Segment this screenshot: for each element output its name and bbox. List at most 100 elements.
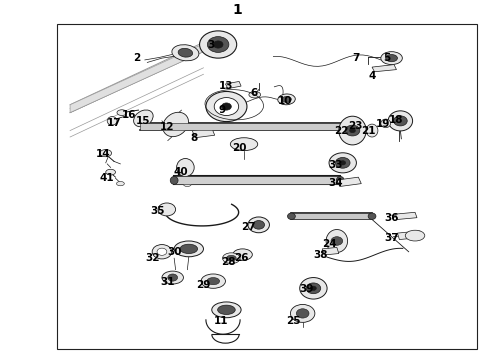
Ellipse shape	[180, 244, 197, 253]
Circle shape	[158, 203, 175, 216]
Circle shape	[253, 221, 265, 229]
Text: 12: 12	[160, 122, 174, 132]
Ellipse shape	[163, 112, 189, 137]
Ellipse shape	[183, 182, 191, 186]
Ellipse shape	[381, 52, 402, 64]
Circle shape	[296, 309, 309, 318]
Ellipse shape	[106, 169, 116, 175]
Text: 13: 13	[219, 81, 234, 91]
Ellipse shape	[117, 181, 124, 186]
Circle shape	[331, 237, 343, 245]
Circle shape	[213, 41, 223, 48]
Polygon shape	[192, 128, 215, 138]
Ellipse shape	[134, 110, 153, 127]
Ellipse shape	[405, 230, 425, 241]
Text: 8: 8	[190, 133, 197, 143]
Ellipse shape	[326, 230, 347, 252]
Text: 32: 32	[145, 253, 159, 263]
Ellipse shape	[170, 176, 178, 184]
Text: 30: 30	[167, 247, 181, 257]
Polygon shape	[337, 177, 361, 186]
Circle shape	[306, 283, 321, 294]
Ellipse shape	[207, 278, 220, 285]
Text: 38: 38	[314, 249, 328, 260]
Circle shape	[152, 244, 171, 259]
Text: 7: 7	[353, 53, 360, 63]
Bar	[57, 24, 477, 348]
Text: 24: 24	[322, 239, 336, 249]
Ellipse shape	[226, 255, 236, 261]
Ellipse shape	[100, 149, 112, 157]
Text: 9: 9	[219, 105, 225, 115]
Text: 37: 37	[384, 233, 399, 243]
Text: 26: 26	[234, 253, 248, 263]
Text: 2: 2	[133, 53, 140, 63]
Ellipse shape	[288, 213, 295, 220]
Text: 1: 1	[233, 3, 243, 17]
Ellipse shape	[278, 94, 295, 105]
Ellipse shape	[233, 249, 252, 260]
Circle shape	[199, 31, 237, 58]
Text: 23: 23	[348, 121, 362, 131]
Circle shape	[335, 157, 350, 168]
Ellipse shape	[218, 305, 235, 315]
Polygon shape	[372, 64, 396, 72]
Circle shape	[206, 91, 247, 122]
Text: 14: 14	[96, 149, 111, 159]
Text: 31: 31	[161, 277, 175, 287]
Circle shape	[168, 274, 177, 281]
Ellipse shape	[178, 48, 193, 57]
Text: 22: 22	[335, 126, 349, 136]
Text: 36: 36	[384, 213, 399, 223]
Text: 41: 41	[100, 173, 115, 183]
Ellipse shape	[339, 116, 366, 145]
Polygon shape	[70, 44, 203, 113]
Text: 39: 39	[299, 284, 313, 294]
Circle shape	[291, 305, 315, 322]
Ellipse shape	[386, 55, 397, 62]
Text: 19: 19	[376, 120, 390, 130]
Polygon shape	[397, 231, 422, 239]
Circle shape	[207, 37, 229, 53]
Ellipse shape	[249, 91, 261, 98]
Polygon shape	[395, 212, 417, 220]
Text: 34: 34	[328, 178, 343, 188]
Ellipse shape	[117, 110, 127, 116]
Text: 16: 16	[122, 110, 136, 120]
Circle shape	[393, 116, 407, 126]
Text: 35: 35	[151, 206, 165, 216]
Text: 11: 11	[213, 316, 228, 325]
Ellipse shape	[300, 278, 327, 299]
Ellipse shape	[162, 271, 183, 284]
Circle shape	[345, 125, 360, 136]
Circle shape	[349, 129, 355, 133]
Text: 5: 5	[383, 53, 391, 63]
Ellipse shape	[107, 117, 117, 125]
Text: 18: 18	[389, 115, 404, 125]
Ellipse shape	[368, 213, 376, 220]
Circle shape	[311, 286, 317, 291]
Polygon shape	[174, 176, 340, 184]
Text: 25: 25	[286, 316, 300, 325]
Text: 28: 28	[220, 257, 235, 267]
Ellipse shape	[388, 111, 413, 131]
Text: 29: 29	[196, 280, 211, 290]
Ellipse shape	[201, 274, 225, 288]
Text: 10: 10	[278, 96, 293, 106]
Text: 6: 6	[250, 88, 257, 98]
Polygon shape	[140, 123, 347, 130]
Text: 27: 27	[242, 222, 256, 232]
Circle shape	[248, 217, 270, 233]
Circle shape	[157, 248, 167, 255]
Text: 15: 15	[136, 116, 150, 126]
Text: 17: 17	[107, 118, 122, 128]
Text: 3: 3	[207, 40, 215, 50]
Text: 21: 21	[361, 126, 375, 136]
Ellipse shape	[172, 45, 199, 61]
Polygon shape	[292, 213, 372, 220]
Circle shape	[221, 103, 231, 110]
Ellipse shape	[366, 124, 378, 137]
Circle shape	[214, 98, 239, 116]
Ellipse shape	[230, 138, 258, 150]
Ellipse shape	[381, 119, 391, 128]
